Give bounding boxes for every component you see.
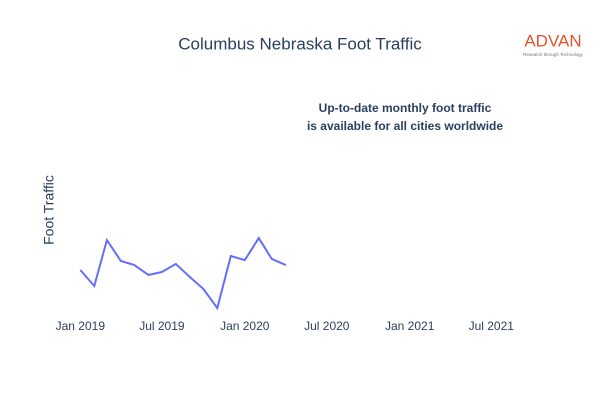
x-tick-label: Jan 2021: [385, 319, 435, 333]
x-tick-label: Jan 2019: [56, 319, 106, 333]
x-tick-label: Jan 2020: [220, 319, 270, 333]
logo: ADVAN: [524, 31, 581, 50]
x-tick-label: Jul 2021: [469, 319, 515, 333]
y-axis-title: Foot Traffic: [41, 175, 57, 245]
logo-tagline: Research through Technology: [523, 52, 583, 57]
annotation: Up-to-date monthly foot traffic: [319, 101, 492, 115]
x-tick-label: Jul 2020: [304, 319, 350, 333]
x-tick-label: Jul 2019: [139, 319, 185, 333]
chart-title: Columbus Nebraska Foot Traffic: [178, 34, 422, 53]
line: [79, 236, 287, 311]
annotation: is available for all cities worldwide: [307, 119, 503, 133]
